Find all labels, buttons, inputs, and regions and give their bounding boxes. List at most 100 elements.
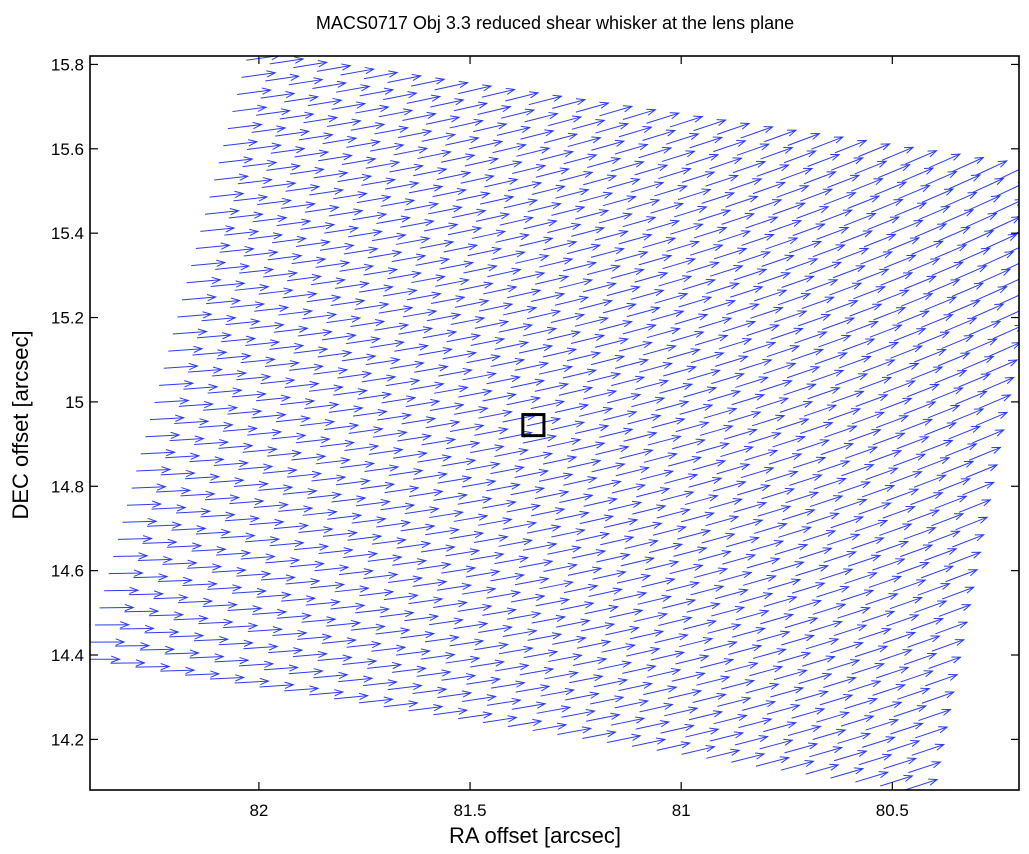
shear-arrow bbox=[602, 195, 637, 207]
shear-arrow bbox=[945, 191, 978, 207]
shear-arrow bbox=[291, 453, 327, 461]
shear-arrow bbox=[360, 481, 396, 490]
shear-arrow bbox=[269, 539, 305, 548]
shear-arrow bbox=[763, 721, 798, 733]
shear-arrow bbox=[457, 603, 493, 612]
shear-arrow bbox=[458, 84, 493, 95]
shear-arrow bbox=[321, 637, 358, 645]
shear-arrow bbox=[266, 163, 302, 171]
shear-arrow bbox=[807, 387, 841, 400]
shear-arrow bbox=[607, 500, 643, 511]
shear-arrow bbox=[709, 731, 745, 742]
shear-arrow bbox=[741, 700, 777, 711]
shear-arrow bbox=[694, 567, 729, 579]
shear-arrow bbox=[209, 477, 245, 485]
shear-arrow bbox=[559, 493, 594, 503]
shear-arrow bbox=[927, 404, 961, 419]
shear-arrow bbox=[618, 233, 653, 245]
shear-arrow bbox=[237, 177, 273, 185]
shear-arrow bbox=[911, 743, 946, 756]
shear-arrow bbox=[313, 170, 349, 179]
shear-arrow bbox=[400, 219, 435, 228]
shear-arrow bbox=[635, 379, 670, 390]
shear-arrow bbox=[500, 108, 536, 119]
shear-arrow bbox=[854, 645, 889, 658]
shear-arrow bbox=[505, 91, 540, 102]
shear-arrow bbox=[706, 748, 741, 759]
shear-arrow bbox=[168, 345, 204, 353]
shear-arrow bbox=[218, 156, 254, 164]
shear-arrow bbox=[703, 640, 738, 652]
shear-arrow bbox=[952, 156, 985, 172]
shear-arrow bbox=[328, 405, 364, 413]
shear-arrow bbox=[868, 575, 903, 588]
shear-arrow bbox=[1023, 168, 1029, 183]
shear-arrow bbox=[713, 713, 748, 725]
shear-arrow bbox=[139, 645, 176, 654]
chart-title: MACS0717 Obj 3.3 reduced shear whisker a… bbox=[316, 13, 794, 33]
shear-arrow bbox=[212, 370, 248, 378]
shear-arrow bbox=[532, 722, 568, 732]
shear-arrow bbox=[294, 543, 330, 551]
shear-arrow bbox=[903, 652, 938, 666]
shear-arrow bbox=[115, 642, 151, 650]
shear-arrow bbox=[218, 639, 254, 647]
shear-arrow bbox=[794, 690, 829, 702]
shear-arrow bbox=[847, 680, 882, 692]
shear-arrow bbox=[720, 679, 756, 690]
shear-arrow bbox=[816, 227, 850, 240]
shear-arrow bbox=[247, 626, 283, 634]
shear-arrow bbox=[735, 609, 770, 621]
shear-arrow bbox=[486, 697, 522, 706]
shear-arrow bbox=[288, 77, 324, 86]
shear-arrow bbox=[429, 509, 465, 519]
shear-arrow bbox=[771, 561, 805, 573]
shear-arrow bbox=[760, 146, 794, 160]
shear-arrow bbox=[445, 548, 481, 557]
shear-arrow bbox=[955, 516, 989, 531]
shear-arrow bbox=[579, 406, 614, 417]
shear-arrow bbox=[900, 670, 934, 683]
shear-arrow bbox=[920, 439, 954, 454]
shear-arrow bbox=[855, 394, 889, 407]
shear-arrow bbox=[519, 236, 554, 247]
shear-arrow bbox=[811, 369, 845, 383]
shear-arrow bbox=[755, 397, 790, 410]
shear-arrow bbox=[391, 253, 427, 263]
shear-arrow bbox=[490, 680, 526, 689]
shear-arrow bbox=[195, 242, 231, 250]
shear-arrow bbox=[874, 181, 908, 196]
shear-arrow bbox=[415, 257, 451, 266]
shear-arrow bbox=[882, 631, 917, 644]
shear-arrow bbox=[249, 518, 285, 527]
shear-arrow bbox=[860, 251, 894, 265]
shear-arrow bbox=[693, 226, 728, 239]
shear-arrow bbox=[910, 617, 945, 631]
shear-arrow bbox=[875, 540, 910, 554]
shear-arrow bbox=[941, 335, 975, 350]
shear-arrow bbox=[539, 150, 575, 161]
shear-arrow bbox=[322, 135, 358, 145]
shear-arrow bbox=[556, 618, 591, 628]
shear-arrow bbox=[777, 293, 812, 306]
shear-arrow bbox=[614, 358, 650, 369]
shear-arrow bbox=[831, 390, 865, 404]
shear-arrow bbox=[770, 686, 805, 698]
shear-arrow bbox=[803, 171, 837, 185]
shear-arrow bbox=[154, 397, 190, 405]
shear-arrow bbox=[688, 710, 724, 721]
shear-arrow bbox=[789, 474, 823, 486]
shear-arrow bbox=[898, 185, 931, 200]
shear-arrow bbox=[530, 292, 566, 302]
shear-arrow bbox=[191, 546, 227, 554]
shear-arrow bbox=[166, 542, 203, 550]
shear-arrow bbox=[873, 307, 907, 321]
shear-arrow bbox=[351, 516, 387, 524]
shear-arrow bbox=[755, 756, 791, 767]
shear-arrow bbox=[337, 370, 373, 379]
shear-arrow bbox=[367, 250, 403, 259]
shear-arrow bbox=[488, 160, 523, 171]
shear-arrow bbox=[937, 352, 971, 367]
shear-arrow bbox=[642, 129, 677, 141]
shear-arrow bbox=[251, 125, 287, 133]
